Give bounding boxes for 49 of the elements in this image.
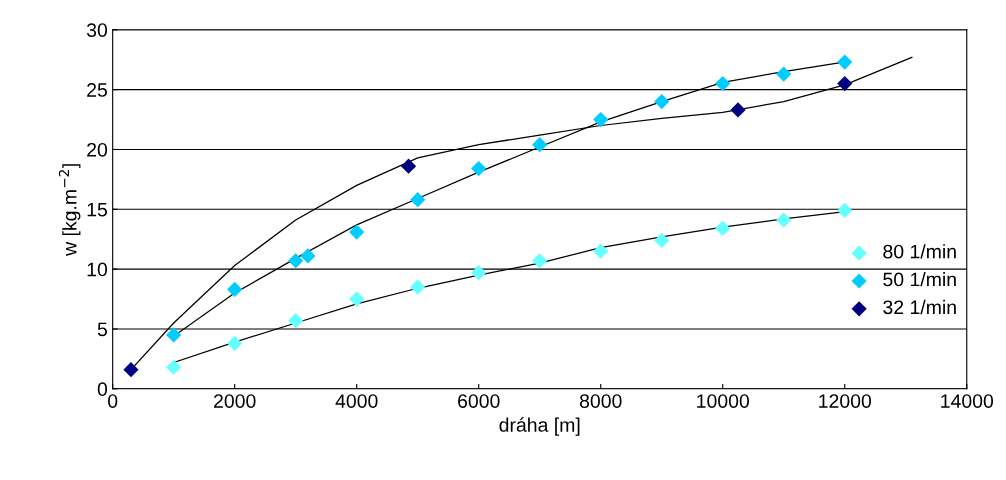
point	[715, 220, 731, 237]
point	[349, 224, 365, 240]
y-tick-label: 10	[87, 262, 108, 277]
point	[227, 335, 243, 351]
point	[400, 158, 417, 174]
x-tick-label: 10000	[697, 394, 750, 408]
point	[123, 362, 139, 378]
point	[410, 279, 426, 295]
point	[410, 192, 426, 208]
x-tick-label: 4000	[335, 394, 378, 408]
point	[349, 291, 365, 307]
y-tick-label: 30	[86, 23, 108, 37]
x-tick-label: 14000	[941, 394, 994, 408]
point	[532, 137, 548, 153]
point	[654, 93, 670, 110]
point	[166, 359, 182, 375]
x-tick-label: 8000	[579, 394, 622, 408]
point	[471, 265, 487, 281]
y-tick-label: 5	[97, 322, 107, 337]
y-tick-label: 0	[97, 382, 108, 397]
point	[730, 102, 746, 118]
point	[288, 312, 304, 329]
y-axis-title: w [kg.m$^{−2}$]	[58, 164, 81, 256]
legend-label: 80 1/min	[883, 244, 956, 259]
legend-label: 32 1/min	[883, 299, 956, 315]
y-tick-label: 20	[87, 142, 108, 157]
point	[227, 281, 243, 298]
point	[166, 327, 182, 343]
point	[837, 54, 853, 70]
x-axis-title: dráha [m]	[499, 417, 580, 436]
point	[593, 243, 609, 259]
y-tick-label: 15	[87, 202, 107, 217]
x-tick-label: 12000	[819, 394, 872, 408]
point	[654, 232, 670, 248]
point	[300, 248, 316, 264]
point	[471, 160, 487, 177]
point	[837, 202, 853, 219]
point	[532, 253, 548, 269]
point	[715, 76, 731, 92]
point	[593, 111, 609, 128]
point	[837, 76, 853, 92]
point	[776, 66, 792, 82]
x-tick-label: 2000	[214, 394, 256, 408]
legend-label: 50 1/min	[883, 272, 956, 287]
x-tick-label: 0	[108, 394, 118, 408]
y-tick-label: 25	[87, 83, 107, 97]
point	[288, 253, 304, 269]
point	[776, 212, 792, 228]
x-tick-label: 6000	[458, 394, 500, 408]
